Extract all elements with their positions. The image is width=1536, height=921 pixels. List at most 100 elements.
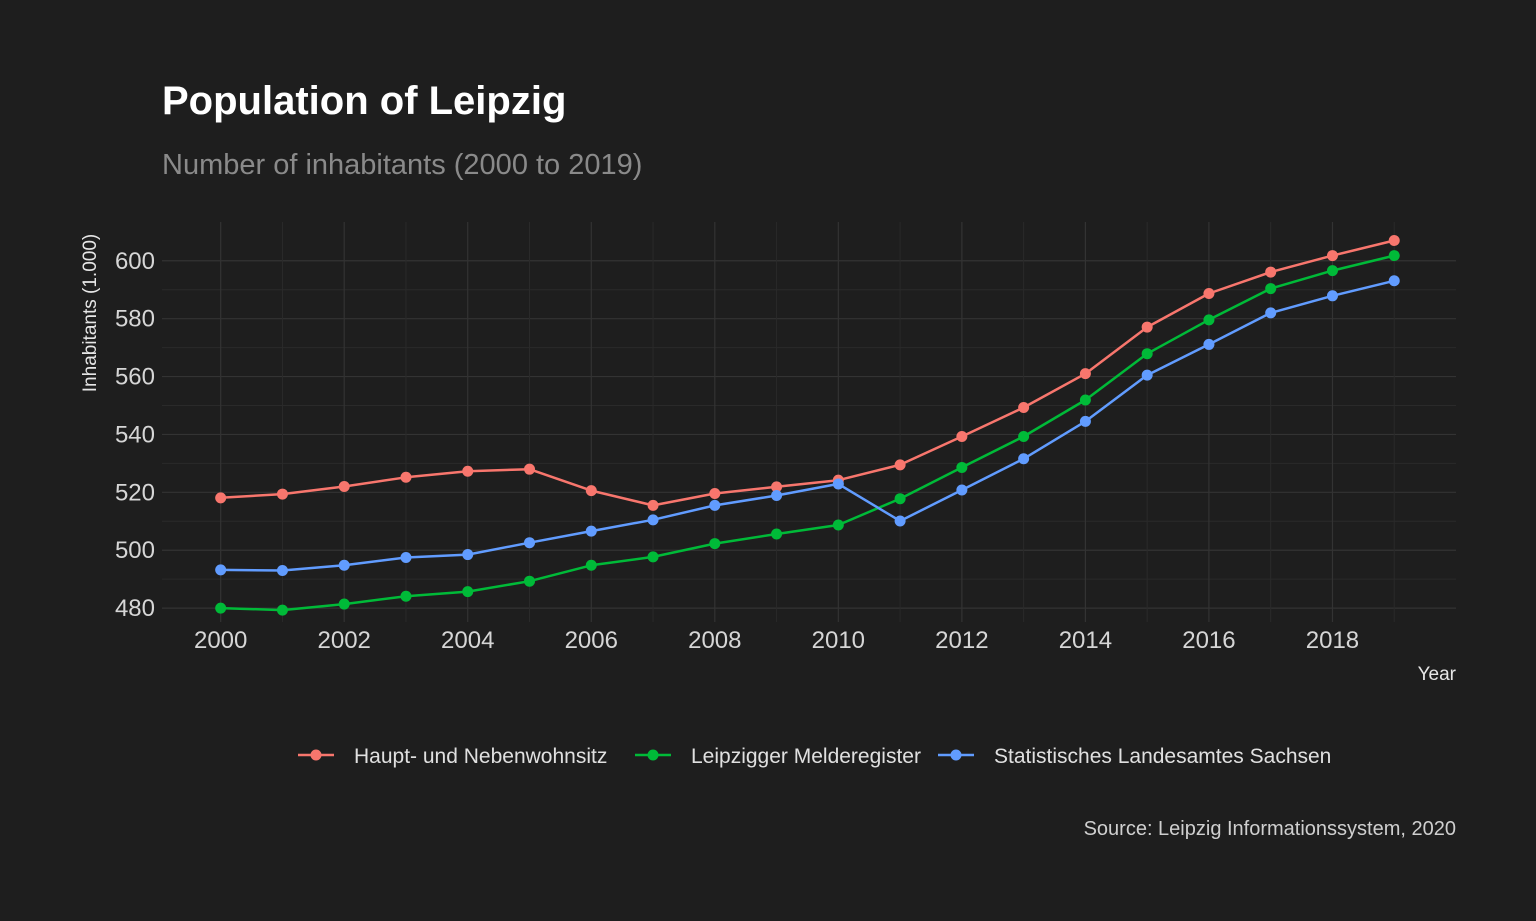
data-point [400, 590, 412, 602]
data-point [894, 459, 906, 471]
legend-label: Statistisches Landesamtes Sachsen [994, 745, 1331, 768]
data-point [1388, 250, 1400, 262]
data-point [894, 493, 906, 505]
data-point [771, 490, 783, 502]
data-point [1141, 348, 1153, 360]
data-point [1018, 430, 1030, 442]
data-point [1141, 321, 1153, 333]
data-point [1079, 394, 1091, 406]
grid [162, 222, 1456, 622]
x-tick-label: 2000 [194, 627, 247, 654]
data-point [894, 515, 906, 527]
data-point [709, 487, 721, 499]
data-point [524, 537, 536, 549]
data-point [338, 481, 350, 493]
data-point [1018, 453, 1030, 465]
data-point [1079, 368, 1091, 380]
data-point [647, 499, 659, 511]
legend-item: Statistisches Landesamtes Sachsen [938, 745, 1331, 768]
x-tick-label: 2016 [1182, 627, 1235, 654]
y-axis-label: Inhabitants (1.000) [80, 234, 101, 392]
data-point [585, 525, 597, 537]
data-point [215, 602, 227, 614]
data-point [400, 551, 412, 563]
x-axis-label: Year [1418, 664, 1457, 685]
legend-key-point [647, 749, 659, 761]
data-point [462, 586, 474, 598]
y-tick-label: 560 [115, 364, 155, 391]
data-point [1079, 415, 1091, 427]
data-point [1203, 314, 1215, 326]
data-point [956, 484, 968, 496]
data-point [524, 575, 536, 587]
y-tick-label: 600 [115, 248, 155, 275]
data-point [276, 564, 288, 576]
data-point [956, 430, 968, 442]
data-point [1018, 402, 1030, 414]
legend-label: Haupt- und Nebenwohnsitz [354, 745, 607, 768]
data-point [709, 538, 721, 550]
data-point [215, 492, 227, 504]
data-point [338, 598, 350, 610]
x-tick-label: 2018 [1306, 627, 1359, 654]
data-point [1265, 283, 1277, 295]
data-point [585, 559, 597, 571]
data-point [956, 461, 968, 473]
legend: Haupt- und Nebenwohnsitz Leipzigger Melde… [298, 745, 1331, 768]
data-point [832, 478, 844, 490]
data-point [771, 481, 783, 493]
x-tick-label: 2012 [935, 627, 988, 654]
data-point [1203, 338, 1215, 350]
y-tick-label: 540 [115, 421, 155, 448]
series-group [215, 235, 1400, 511]
legend-key-point [310, 749, 322, 761]
series-group [215, 275, 1400, 576]
data-point [215, 564, 227, 576]
series-line [220, 239, 1395, 507]
y-tick-label: 500 [115, 537, 155, 564]
data-point [1326, 265, 1338, 277]
data-point [1388, 235, 1400, 247]
data-point [338, 559, 350, 571]
legend-item: Leipzigger Melderegister [635, 745, 921, 768]
x-tick-label: 2004 [441, 627, 494, 654]
data-point [1388, 275, 1400, 287]
chart-caption: Source: Leipzig Informationssystem, 2020 [1084, 818, 1456, 840]
series-lines [215, 235, 1400, 616]
series-line [220, 279, 1395, 572]
legend-key-point [950, 749, 962, 761]
data-point [462, 465, 474, 477]
data-point [1326, 250, 1338, 262]
series-group [215, 250, 1400, 616]
data-point [276, 488, 288, 500]
data-point [647, 551, 659, 563]
legend-item: Haupt- und Nebenwohnsitz [298, 745, 607, 768]
data-point [709, 499, 721, 511]
data-point [771, 528, 783, 540]
y-tick-label: 580 [115, 306, 155, 333]
x-tick-label: 2002 [318, 627, 371, 654]
x-tick-label: 2006 [565, 627, 618, 654]
data-point [462, 549, 474, 561]
data-point [1265, 307, 1277, 319]
x-tick-label: 2014 [1059, 627, 1112, 654]
chart-subtitle: Number of inhabitants (2000 to 2019) [162, 149, 642, 181]
data-point [276, 604, 288, 616]
data-point [1141, 369, 1153, 381]
data-point [585, 485, 597, 497]
data-point [1265, 266, 1277, 278]
series-line [220, 254, 1395, 612]
data-point [524, 463, 536, 475]
x-tick-label: 2008 [688, 627, 741, 654]
data-point [647, 514, 659, 526]
x-axis-ticks: 2000 2002 2004 2006 2008 2010 2012 2014 2016 2018 [194, 627, 1359, 654]
data-point [1326, 290, 1338, 302]
y-axis-ticks: 480 500 520 540 560 580 600 [115, 248, 155, 622]
y-tick-label: 520 [115, 479, 155, 506]
data-point [400, 471, 412, 483]
x-tick-label: 2010 [812, 627, 865, 654]
y-tick-label: 480 [115, 595, 155, 622]
legend-label: Leipzigger Melderegister [691, 745, 921, 768]
